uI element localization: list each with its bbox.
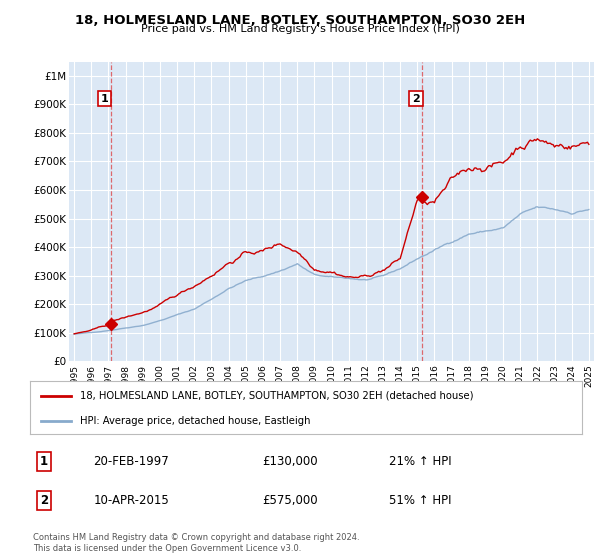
- Text: 18, HOLMESLAND LANE, BOTLEY, SOUTHAMPTON, SO30 2EH (detached house): 18, HOLMESLAND LANE, BOTLEY, SOUTHAMPTON…: [80, 391, 473, 401]
- Text: Price paid vs. HM Land Registry's House Price Index (HPI): Price paid vs. HM Land Registry's House …: [140, 24, 460, 34]
- Text: 21% ↑ HPI: 21% ↑ HPI: [389, 455, 451, 468]
- Text: 2: 2: [40, 494, 48, 507]
- Text: 10-APR-2015: 10-APR-2015: [94, 494, 169, 507]
- Text: 51% ↑ HPI: 51% ↑ HPI: [389, 494, 451, 507]
- Text: 1: 1: [40, 455, 48, 468]
- Text: Contains HM Land Registry data © Crown copyright and database right 2024.
This d: Contains HM Land Registry data © Crown c…: [33, 533, 359, 553]
- Text: £130,000: £130,000: [262, 455, 317, 468]
- Text: 2: 2: [412, 94, 420, 104]
- Text: HPI: Average price, detached house, Eastleigh: HPI: Average price, detached house, East…: [80, 416, 310, 426]
- Text: £575,000: £575,000: [262, 494, 317, 507]
- Text: 20-FEB-1997: 20-FEB-1997: [94, 455, 169, 468]
- Text: 18, HOLMESLAND LANE, BOTLEY, SOUTHAMPTON, SO30 2EH: 18, HOLMESLAND LANE, BOTLEY, SOUTHAMPTON…: [75, 14, 525, 27]
- Text: 1: 1: [101, 94, 109, 104]
